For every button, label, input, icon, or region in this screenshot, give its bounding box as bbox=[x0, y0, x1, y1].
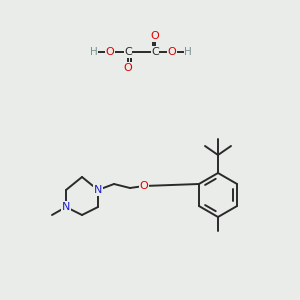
Text: C: C bbox=[124, 47, 132, 57]
Text: O: O bbox=[151, 31, 159, 41]
Text: N: N bbox=[62, 202, 70, 212]
Text: O: O bbox=[168, 47, 176, 57]
Text: H: H bbox=[184, 47, 192, 57]
Text: O: O bbox=[106, 47, 114, 57]
Text: O: O bbox=[140, 181, 148, 191]
Text: H: H bbox=[90, 47, 98, 57]
Text: N: N bbox=[94, 185, 102, 195]
Text: C: C bbox=[151, 47, 159, 57]
Text: O: O bbox=[124, 63, 132, 73]
